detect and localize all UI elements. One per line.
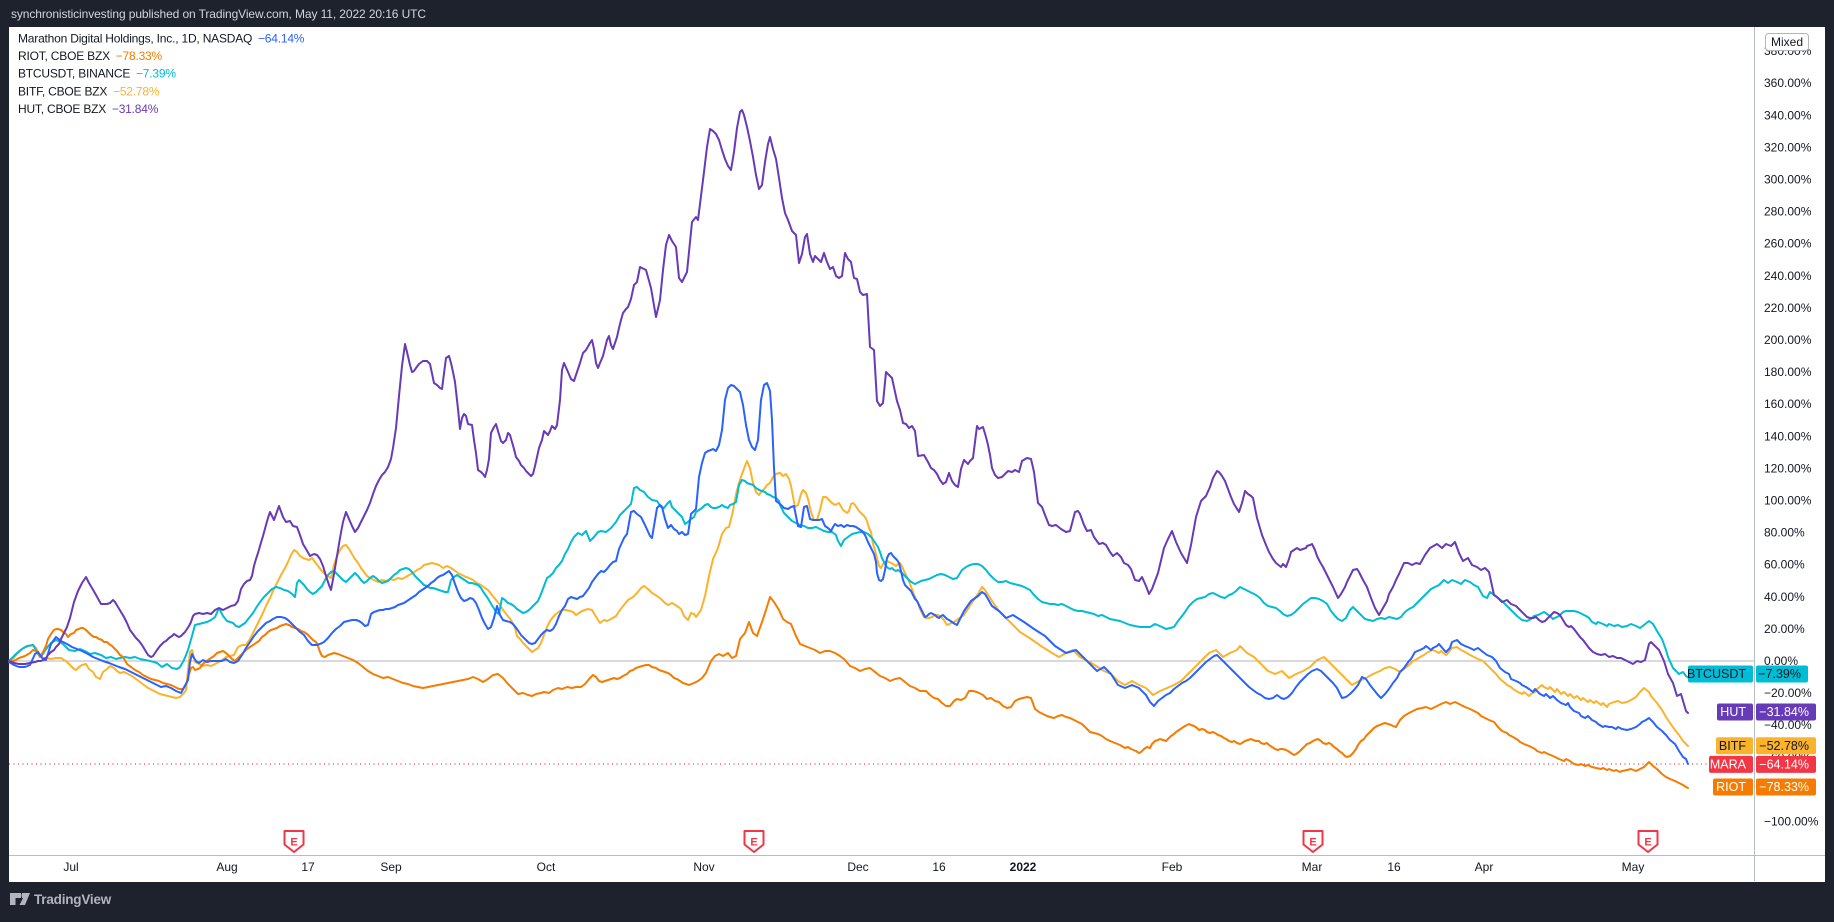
svg-text:E: E (1309, 837, 1316, 849)
svg-text:BITF, CBOE BZX −52.78%: BITF, CBOE BZX −52.78% (18, 84, 160, 98)
svg-text:May: May (1622, 860, 1645, 874)
svg-text:−100.00%: −100.00% (1764, 815, 1819, 829)
svg-text:340.00%: 340.00% (1764, 108, 1812, 122)
svg-text:16: 16 (932, 860, 946, 874)
svg-text:240.00%: 240.00% (1764, 269, 1812, 283)
svg-text:260.00%: 260.00% (1764, 237, 1812, 251)
svg-text:300.00%: 300.00% (1764, 173, 1812, 187)
svg-text:E: E (1644, 837, 1651, 849)
svg-text:280.00%: 280.00% (1764, 205, 1812, 219)
svg-text:RIOT: RIOT (1716, 780, 1746, 794)
svg-text:−78.33%: −78.33% (1759, 780, 1809, 794)
svg-text:Sep: Sep (380, 860, 402, 874)
svg-text:E: E (290, 837, 297, 849)
svg-text:Mixed: Mixed (1771, 35, 1803, 49)
svg-text:−40.00%: −40.00% (1764, 718, 1812, 732)
svg-text:220.00%: 220.00% (1764, 301, 1812, 315)
svg-text:Marathon Digital Holdings, Inc: Marathon Digital Holdings, Inc., 1D, NAS… (18, 32, 305, 46)
svg-text:Oct: Oct (537, 860, 556, 874)
svg-text:BTCUSDT, BINANCE −7.39%: BTCUSDT, BINANCE −7.39% (18, 67, 176, 81)
svg-text:Mar: Mar (1302, 860, 1323, 874)
svg-text:200.00%: 200.00% (1764, 333, 1812, 347)
svg-text:100.00%: 100.00% (1764, 494, 1812, 508)
svg-text:HUT, CBOE BZX −31.84%: HUT, CBOE BZX −31.84% (18, 102, 159, 116)
svg-text:Apr: Apr (1475, 860, 1494, 874)
svg-text:Dec: Dec (847, 860, 868, 874)
svg-text:180.00%: 180.00% (1764, 365, 1812, 379)
svg-text:−64.14%: −64.14% (1759, 758, 1809, 772)
svg-text:synchronisticinvesting publish: synchronisticinvesting published on Trad… (11, 7, 426, 21)
svg-text:−52.78%: −52.78% (1759, 739, 1809, 753)
svg-text:Jul: Jul (63, 860, 78, 874)
svg-text:−20.00%: −20.00% (1764, 686, 1812, 700)
svg-text:BTCUSDT: BTCUSDT (1687, 667, 1746, 681)
svg-text:160.00%: 160.00% (1764, 397, 1812, 411)
svg-text:MARA: MARA (1710, 758, 1747, 772)
svg-text:BITF: BITF (1719, 739, 1746, 753)
svg-text:Aug: Aug (216, 860, 237, 874)
svg-text:Feb: Feb (1162, 860, 1183, 874)
svg-text:320.00%: 320.00% (1764, 140, 1812, 154)
svg-text:0.00%: 0.00% (1764, 654, 1798, 668)
svg-text:2022: 2022 (1010, 860, 1037, 874)
svg-text:60.00%: 60.00% (1764, 558, 1805, 572)
svg-text:Nov: Nov (693, 860, 714, 874)
svg-text:−31.84%: −31.84% (1759, 705, 1809, 719)
svg-text:80.00%: 80.00% (1764, 526, 1805, 540)
svg-text:40.00%: 40.00% (1764, 590, 1805, 604)
svg-text:HUT: HUT (1720, 705, 1746, 719)
svg-text:140.00%: 140.00% (1764, 429, 1812, 443)
svg-text:RIOT, CBOE BZX −78.33%: RIOT, CBOE BZX −78.33% (18, 49, 163, 63)
svg-text:120.00%: 120.00% (1764, 461, 1812, 475)
svg-text:360.00%: 360.00% (1764, 76, 1812, 90)
svg-text:20.00%: 20.00% (1764, 622, 1805, 636)
svg-text:E: E (750, 837, 757, 849)
svg-text:17: 17 (301, 860, 315, 874)
svg-text:−7.39%: −7.39% (1758, 667, 1801, 681)
svg-text:16: 16 (1387, 860, 1401, 874)
svg-text:TradingView: TradingView (34, 892, 112, 907)
